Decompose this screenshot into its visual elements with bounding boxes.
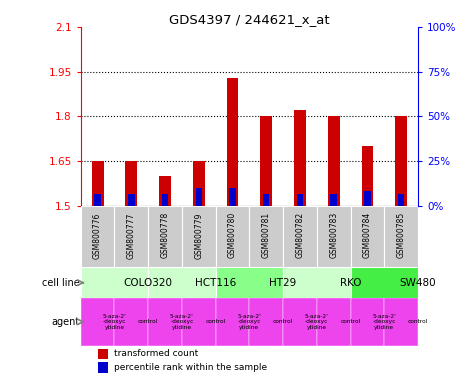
- Bar: [364, 191, 370, 206]
- Bar: [283, 206, 317, 267]
- Text: GSM800780: GSM800780: [228, 212, 237, 258]
- Bar: [351, 267, 418, 298]
- Bar: [283, 267, 351, 298]
- Text: control: control: [273, 319, 293, 324]
- Bar: [81, 298, 114, 346]
- Text: GSM800779: GSM800779: [194, 212, 203, 258]
- Bar: [283, 298, 317, 346]
- Text: control: control: [138, 319, 158, 324]
- Text: 5-aza-2'
-deoxyc
ytidine: 5-aza-2' -deoxyc ytidine: [170, 314, 194, 330]
- Text: GSM800784: GSM800784: [363, 212, 372, 258]
- Bar: [260, 116, 272, 206]
- Bar: [193, 161, 205, 206]
- Text: GSM800777: GSM800777: [127, 212, 136, 258]
- Bar: [114, 298, 148, 346]
- Bar: [92, 161, 104, 206]
- Text: percentile rank within the sample: percentile rank within the sample: [114, 363, 267, 372]
- Bar: [182, 206, 216, 267]
- Bar: [263, 194, 269, 206]
- Bar: [98, 362, 108, 373]
- Bar: [128, 194, 134, 206]
- Text: HT29: HT29: [269, 278, 297, 288]
- Bar: [98, 349, 108, 359]
- Text: agent: agent: [52, 317, 80, 327]
- Text: 5-aza-2'
-deoxyc
ytidine: 5-aza-2' -deoxyc ytidine: [103, 314, 126, 330]
- Text: 5-aza-2'
-deoxyc
ytidine: 5-aza-2' -deoxyc ytidine: [372, 314, 396, 330]
- Bar: [398, 194, 404, 206]
- Bar: [317, 298, 351, 346]
- Text: GSM800778: GSM800778: [161, 212, 170, 258]
- Text: transformed count: transformed count: [114, 349, 199, 358]
- Bar: [81, 267, 148, 298]
- Bar: [351, 206, 384, 267]
- Text: 5-aza-2'
-deoxyc
ytidine: 5-aza-2' -deoxyc ytidine: [238, 314, 261, 330]
- Text: control: control: [206, 319, 226, 324]
- Bar: [216, 298, 249, 346]
- Bar: [384, 298, 418, 346]
- Bar: [384, 206, 418, 267]
- Text: COLO320: COLO320: [124, 278, 173, 288]
- Text: control: control: [408, 319, 428, 324]
- Bar: [148, 206, 182, 267]
- Text: SW480: SW480: [399, 278, 437, 288]
- Bar: [162, 194, 168, 206]
- Bar: [196, 188, 202, 206]
- Bar: [114, 206, 148, 267]
- Bar: [95, 194, 101, 206]
- Bar: [328, 116, 340, 206]
- Bar: [317, 206, 351, 267]
- Bar: [125, 161, 137, 206]
- Bar: [81, 206, 114, 267]
- Bar: [294, 110, 306, 206]
- Bar: [249, 206, 283, 267]
- Bar: [361, 146, 373, 206]
- Title: GDS4397 / 244621_x_at: GDS4397 / 244621_x_at: [169, 13, 330, 26]
- Text: GSM800781: GSM800781: [262, 212, 271, 258]
- Bar: [182, 298, 216, 346]
- Bar: [148, 298, 182, 346]
- Text: cell line: cell line: [42, 278, 80, 288]
- Text: GSM800776: GSM800776: [93, 212, 102, 258]
- Bar: [331, 194, 337, 206]
- Bar: [249, 298, 283, 346]
- Text: HCT116: HCT116: [195, 278, 236, 288]
- Bar: [297, 194, 303, 206]
- Bar: [148, 267, 216, 298]
- Bar: [159, 176, 171, 206]
- Text: control: control: [341, 319, 361, 324]
- Text: GSM800782: GSM800782: [295, 212, 304, 258]
- Text: 5-aza-2'
-deoxyc
ytidine: 5-aza-2' -deoxyc ytidine: [305, 314, 329, 330]
- Bar: [227, 78, 238, 206]
- Bar: [351, 298, 384, 346]
- Bar: [216, 267, 283, 298]
- Text: RKO: RKO: [340, 278, 361, 288]
- Text: GSM800785: GSM800785: [397, 212, 406, 258]
- Bar: [216, 206, 249, 267]
- Bar: [395, 116, 407, 206]
- Bar: [229, 188, 236, 206]
- Text: GSM800783: GSM800783: [329, 212, 338, 258]
